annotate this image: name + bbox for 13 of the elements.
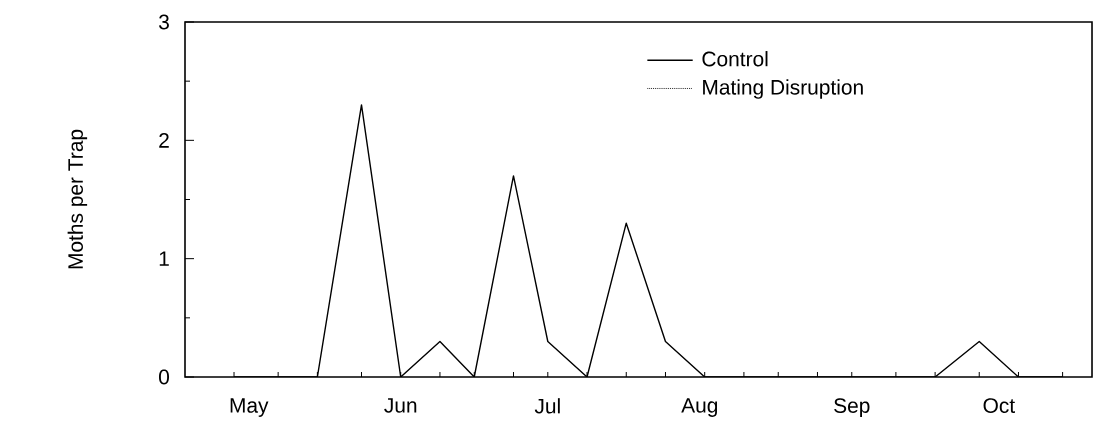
- legend-label: Control: [702, 51, 768, 67]
- x-tick-label: Oct: [983, 398, 1015, 413]
- x-tick-label: Jun: [384, 398, 417, 413]
- x-tick-label: Sep: [834, 398, 870, 418]
- y-tick-label: 2: [159, 133, 169, 148]
- legend-label: Mating Disruption: [703, 79, 863, 99]
- x-tick-label: Aug: [681, 398, 718, 417]
- y-tick-label: 1: [159, 251, 169, 266]
- x-tick-label: Jul: [534, 398, 560, 414]
- y-axis-title: Moths per Trap: [67, 129, 88, 269]
- y-tick-label: 3: [158, 14, 169, 30]
- y-tick-label: 0: [159, 369, 169, 385]
- x-tick-label: May: [230, 398, 269, 417]
